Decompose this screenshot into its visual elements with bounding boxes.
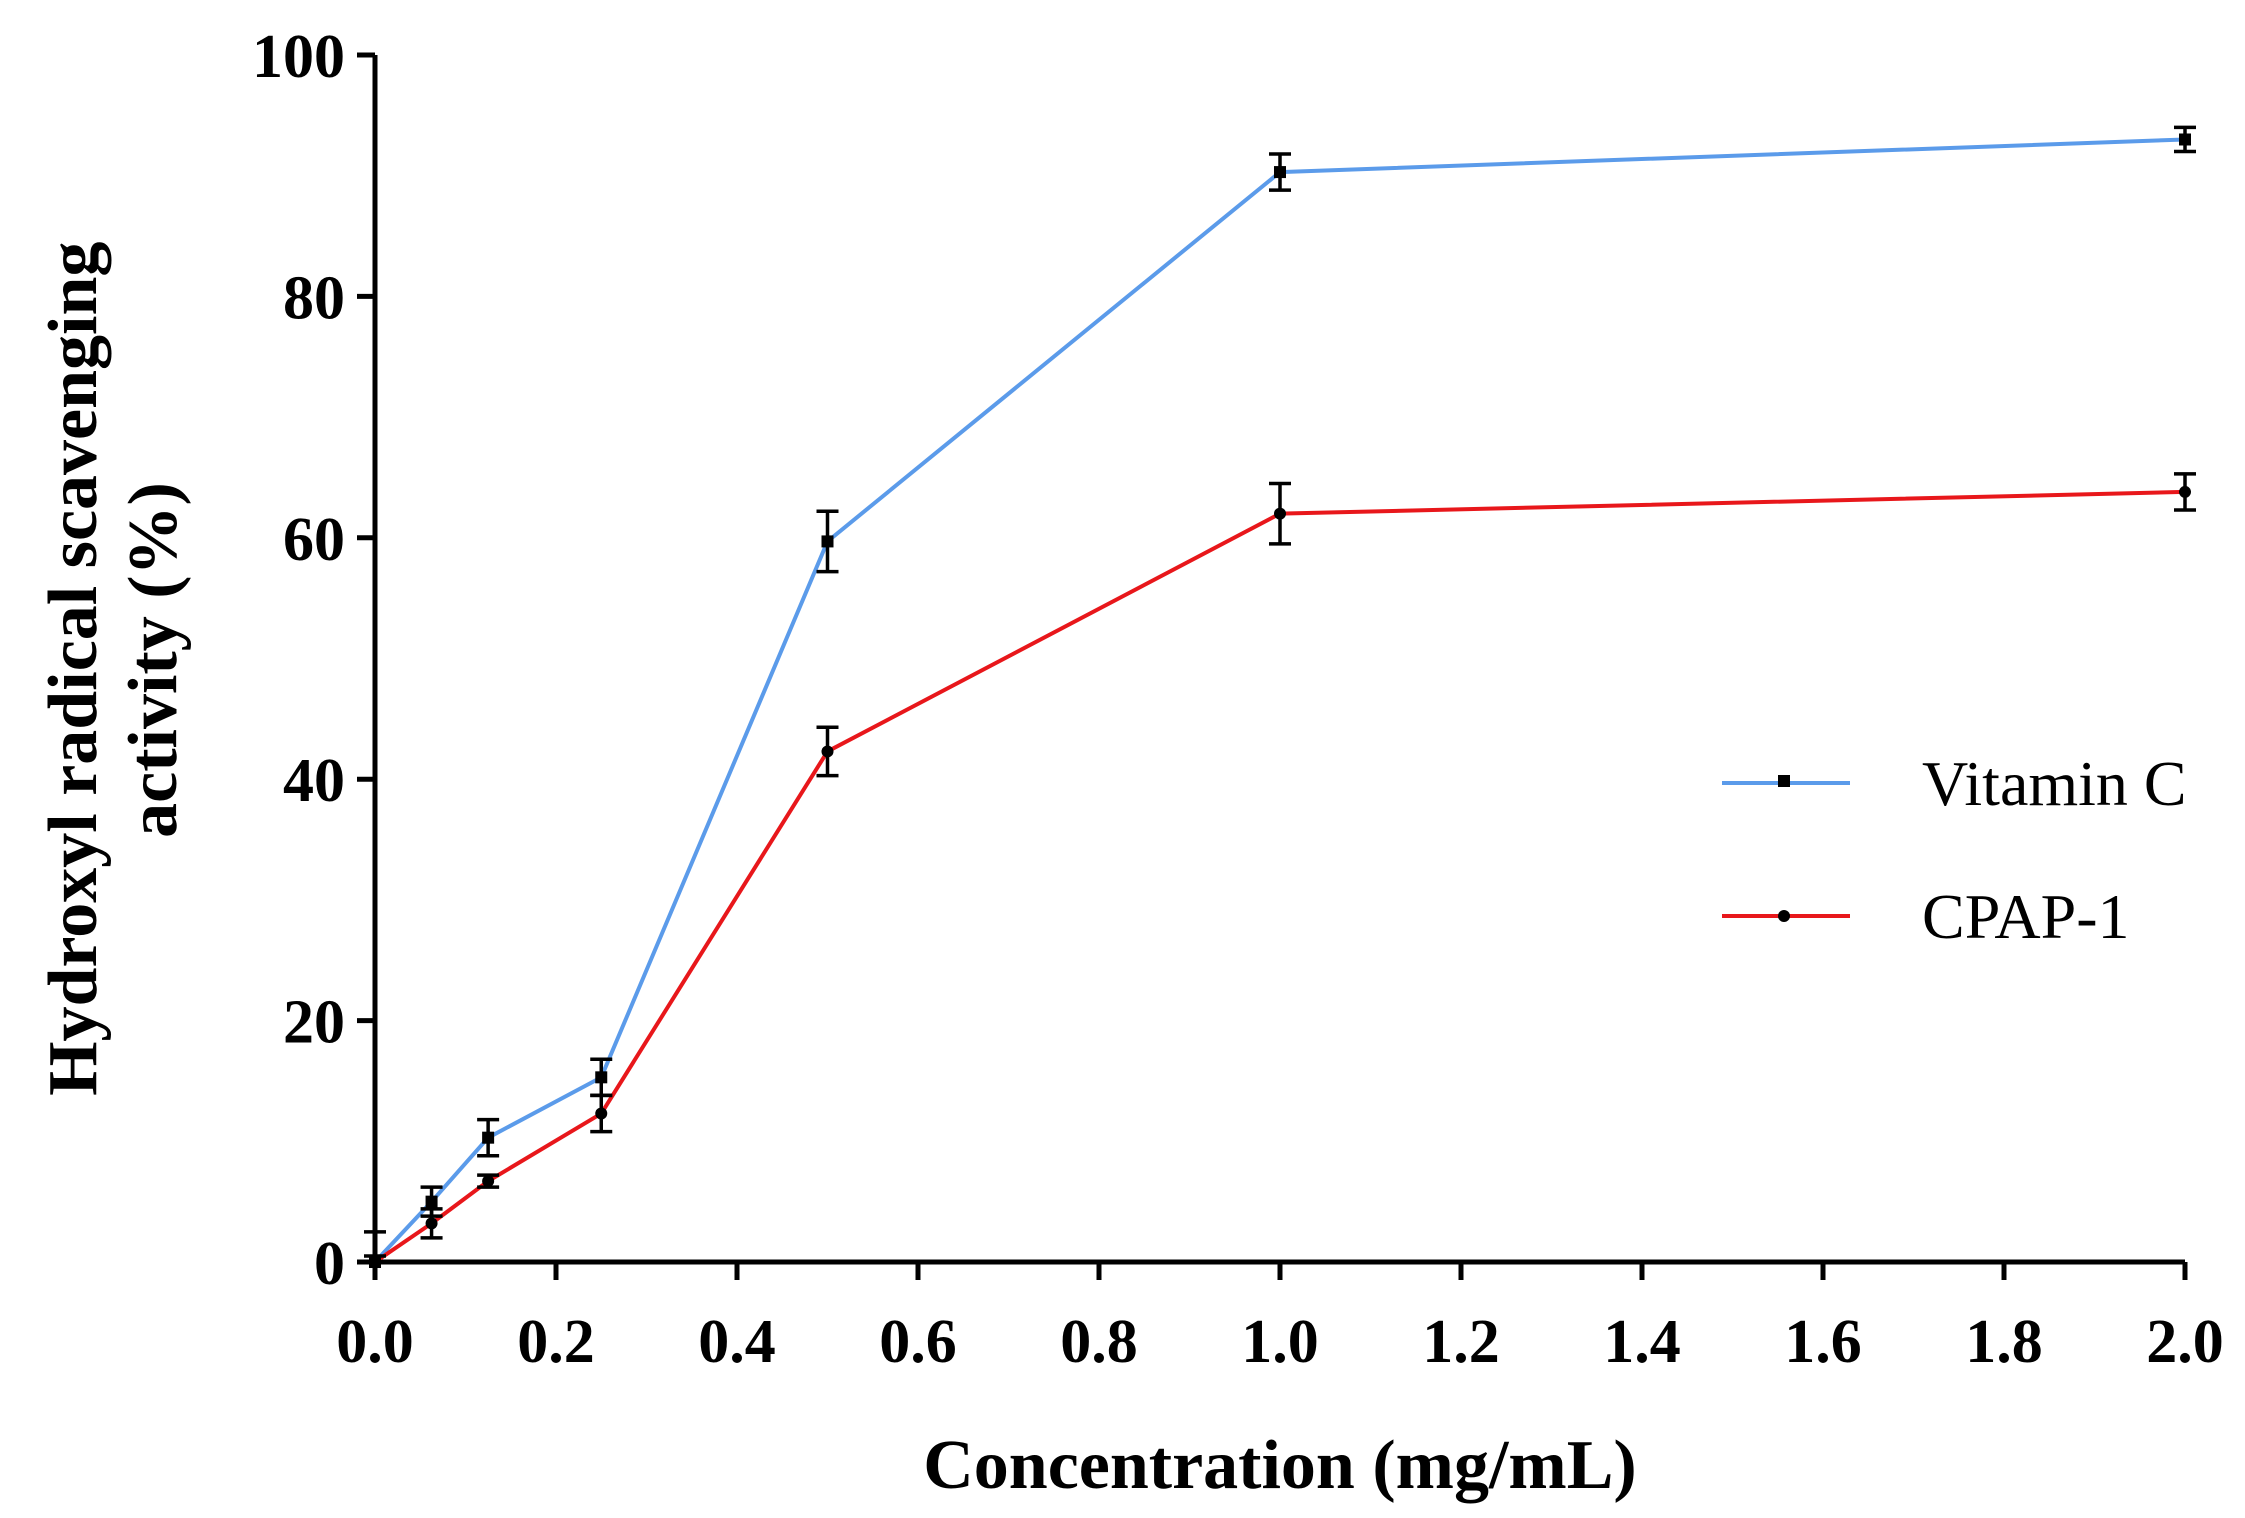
- series-line-cpap-1: [373, 489, 2186, 1264]
- x-tick-label: 0.2: [517, 1308, 595, 1376]
- x-tick-label: 0.8: [1060, 1308, 1138, 1376]
- x-tick-label: 1.0: [1241, 1308, 1319, 1376]
- data-point: [482, 1175, 495, 1188]
- y-tick-label: 80: [283, 264, 345, 332]
- tick-labels: 0.0 0.2 0.4 0.6 0.8 1.0 1.2 1.4 1.6 1.8 2.0 0 20 40 60…: [252, 23, 2224, 1376]
- x-tick-label: 1.6: [1784, 1308, 1862, 1376]
- data-point: [595, 1071, 608, 1084]
- data-point: [1274, 507, 1286, 520]
- x-axis-title: Concentration (mg/mL): [923, 1427, 1637, 1504]
- y-tick-label: 40: [283, 747, 345, 815]
- x-tick-label: 0.4: [698, 1308, 776, 1376]
- y-tick-label: 20: [283, 989, 345, 1057]
- series-cpap-1: [373, 489, 2186, 1264]
- series-points-cpap-1: [364, 472, 2196, 1268]
- series-vitamin-c: [373, 137, 2186, 1264]
- x-tick-label: 2.0: [2146, 1308, 2224, 1376]
- x-tick-label: 1.8: [1965, 1308, 2043, 1376]
- data-point: [595, 1107, 608, 1120]
- y-axis-title: Hydroxyl radical scavenging activity (%): [35, 224, 192, 1096]
- y-axis-title-line-1: Hydroxyl radical scavenging: [35, 242, 112, 1096]
- data-point: [1274, 166, 1286, 179]
- data-point: [2179, 133, 2191, 146]
- x-tick-label: 1.4: [1603, 1308, 1681, 1376]
- data-point: [821, 535, 834, 548]
- legend-marker-vitamin-c: [1778, 775, 1790, 787]
- y-axis-title-line-2: activity (%): [115, 482, 192, 838]
- data-point: [2179, 485, 2191, 498]
- y-tick-label: 60: [283, 506, 345, 574]
- y-tick-label: 100: [252, 23, 345, 91]
- data-point: [369, 1256, 381, 1268]
- series-points-vitamin-c: [364, 125, 2196, 1268]
- x-tick-label: 0.0: [336, 1308, 414, 1376]
- series-line-vitamin-c: [373, 137, 2186, 1264]
- series-layer: [364, 125, 2196, 1268]
- data-point: [482, 1131, 495, 1144]
- x-tick-label: 0.6: [879, 1308, 957, 1376]
- data-point: [425, 1195, 438, 1208]
- data-point: [821, 745, 834, 758]
- legend-label-cpap-1: CPAP-1: [1922, 881, 2130, 952]
- y-tick-label: 0: [314, 1230, 345, 1298]
- legend-marker-cpap-1: [1778, 910, 1790, 922]
- legend-label-vitamin-c: Vitamin C: [1922, 748, 2187, 819]
- x-tick-label: 1.2: [1422, 1308, 1500, 1376]
- legend: Vitamin C CPAP-1: [1722, 748, 2187, 952]
- data-point: [425, 1217, 438, 1230]
- axes: [357, 52, 2188, 1280]
